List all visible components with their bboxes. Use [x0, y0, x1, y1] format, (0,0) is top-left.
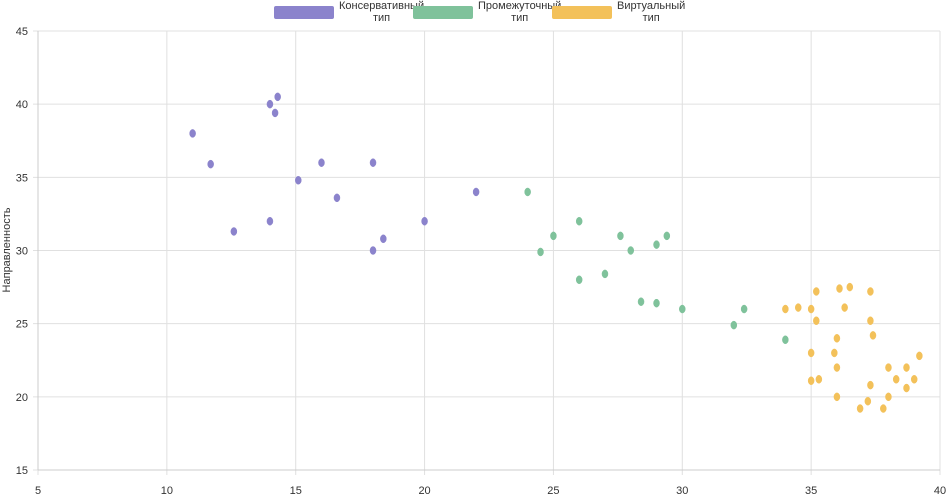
- data-point-virtual[interactable]: [867, 316, 874, 325]
- data-point-virtual[interactable]: [815, 375, 823, 384]
- data-point-conservative[interactable]: [266, 99, 274, 109]
- data-point-virtual[interactable]: [833, 392, 841, 402]
- x-tick-label: 10: [161, 485, 173, 496]
- y-tick-label: 20: [16, 392, 28, 404]
- data-point-virtual[interactable]: [856, 404, 864, 413]
- data-point-virtual[interactable]: [867, 287, 874, 296]
- data-point-intermediate[interactable]: [627, 246, 634, 255]
- y-axis-label: Направленность: [1, 207, 13, 292]
- data-point-intermediate[interactable]: [537, 247, 544, 257]
- data-point-intermediate[interactable]: [601, 269, 609, 279]
- y-tick-label: 35: [16, 172, 28, 184]
- data-point-virtual[interactable]: [867, 380, 874, 390]
- data-point-conservative[interactable]: [207, 159, 214, 169]
- legend-item-intermediate[interactable]: Промежуточный тип: [413, 0, 561, 24]
- data-point-virtual[interactable]: [846, 282, 854, 292]
- data-point-conservative[interactable]: [189, 129, 196, 138]
- x-tick-label: 40: [934, 485, 946, 496]
- data-point-virtual[interactable]: [813, 287, 820, 296]
- data-point-conservative[interactable]: [369, 246, 377, 255]
- data-point-conservative[interactable]: [472, 187, 480, 197]
- data-point-conservative[interactable]: [380, 234, 387, 244]
- data-point-intermediate[interactable]: [663, 231, 671, 241]
- data-point-virtual[interactable]: [813, 316, 820, 325]
- legend-label-conservative: Консервативный тип: [339, 0, 425, 24]
- data-point-conservative[interactable]: [271, 108, 279, 118]
- data-point-intermediate[interactable]: [617, 231, 624, 241]
- data-point-virtual[interactable]: [833, 363, 841, 372]
- data-point-virtual[interactable]: [869, 331, 877, 340]
- data-point-virtual[interactable]: [782, 304, 789, 314]
- data-point-intermediate[interactable]: [679, 304, 686, 314]
- data-point-intermediate[interactable]: [653, 240, 660, 249]
- legend-label-intermediate: Промежуточный тип: [478, 0, 562, 24]
- data-point-virtual[interactable]: [807, 304, 815, 314]
- x-tick-label: 15: [290, 485, 302, 496]
- legend-swatch-intermediate: [413, 6, 473, 19]
- data-point-conservative[interactable]: [369, 158, 377, 167]
- data-point-virtual[interactable]: [864, 396, 872, 406]
- data-point-virtual[interactable]: [892, 375, 900, 384]
- data-point-conservative[interactable]: [295, 176, 302, 185]
- data-point-intermediate[interactable]: [730, 320, 738, 330]
- data-point-virtual[interactable]: [833, 334, 841, 343]
- legend-swatch-virtual: [552, 6, 612, 19]
- x-tick-label: 25: [547, 485, 559, 496]
- legend-swatch-conservative: [274, 6, 334, 19]
- data-point-virtual[interactable]: [880, 404, 887, 413]
- data-point-intermediate[interactable]: [653, 298, 660, 308]
- data-point-conservative[interactable]: [318, 158, 325, 167]
- data-point-intermediate[interactable]: [637, 297, 645, 306]
- data-point-virtual[interactable]: [807, 348, 815, 358]
- x-tick-label: 20: [418, 485, 430, 496]
- y-tick-label: 45: [16, 26, 28, 38]
- data-point-intermediate[interactable]: [550, 231, 557, 241]
- data-point-virtual[interactable]: [916, 351, 923, 361]
- x-tick-label: 30: [676, 485, 688, 496]
- data-point-virtual[interactable]: [841, 303, 848, 312]
- data-point-virtual[interactable]: [836, 284, 843, 293]
- y-tick-label: 25: [16, 319, 28, 331]
- y-tick-label: 15: [16, 465, 28, 477]
- chart-legend: Консервативный тип Промежуточный тип Вир…: [0, 0, 946, 30]
- data-point-virtual[interactable]: [903, 363, 910, 372]
- legend-label-virtual: Виртуальный тип: [617, 0, 686, 24]
- y-tick-label: 30: [16, 246, 28, 258]
- data-point-virtual[interactable]: [885, 392, 892, 402]
- y-tick-label: 40: [16, 99, 28, 111]
- legend-item-virtual[interactable]: Виртуальный тип: [552, 0, 685, 24]
- x-tick-label: 5: [35, 485, 41, 496]
- data-point-virtual[interactable]: [795, 303, 802, 312]
- data-point-virtual[interactable]: [885, 363, 892, 372]
- data-point-virtual[interactable]: [807, 376, 815, 385]
- data-point-intermediate[interactable]: [524, 187, 531, 197]
- data-point-intermediate[interactable]: [782, 335, 789, 345]
- data-point-virtual[interactable]: [910, 375, 918, 384]
- data-point-conservative[interactable]: [230, 227, 238, 236]
- data-point-intermediate[interactable]: [575, 275, 583, 285]
- data-point-virtual[interactable]: [903, 383, 910, 393]
- data-point-intermediate[interactable]: [740, 304, 748, 314]
- data-point-conservative[interactable]: [274, 92, 281, 102]
- data-point-conservative[interactable]: [333, 193, 341, 203]
- x-tick-label: 35: [805, 485, 817, 496]
- data-point-intermediate[interactable]: [575, 216, 583, 226]
- chart-grid: [33, 30, 941, 475]
- axis-ticks: 5 10 15 20 25 30 35 40 15 20 25 30 35 40 45: [16, 26, 946, 496]
- data-points: [189, 92, 923, 413]
- data-point-conservative[interactable]: [421, 216, 428, 226]
- data-point-virtual[interactable]: [831, 348, 838, 358]
- legend-item-conservative[interactable]: Консервативный тип: [274, 0, 424, 24]
- data-point-conservative[interactable]: [266, 216, 274, 226]
